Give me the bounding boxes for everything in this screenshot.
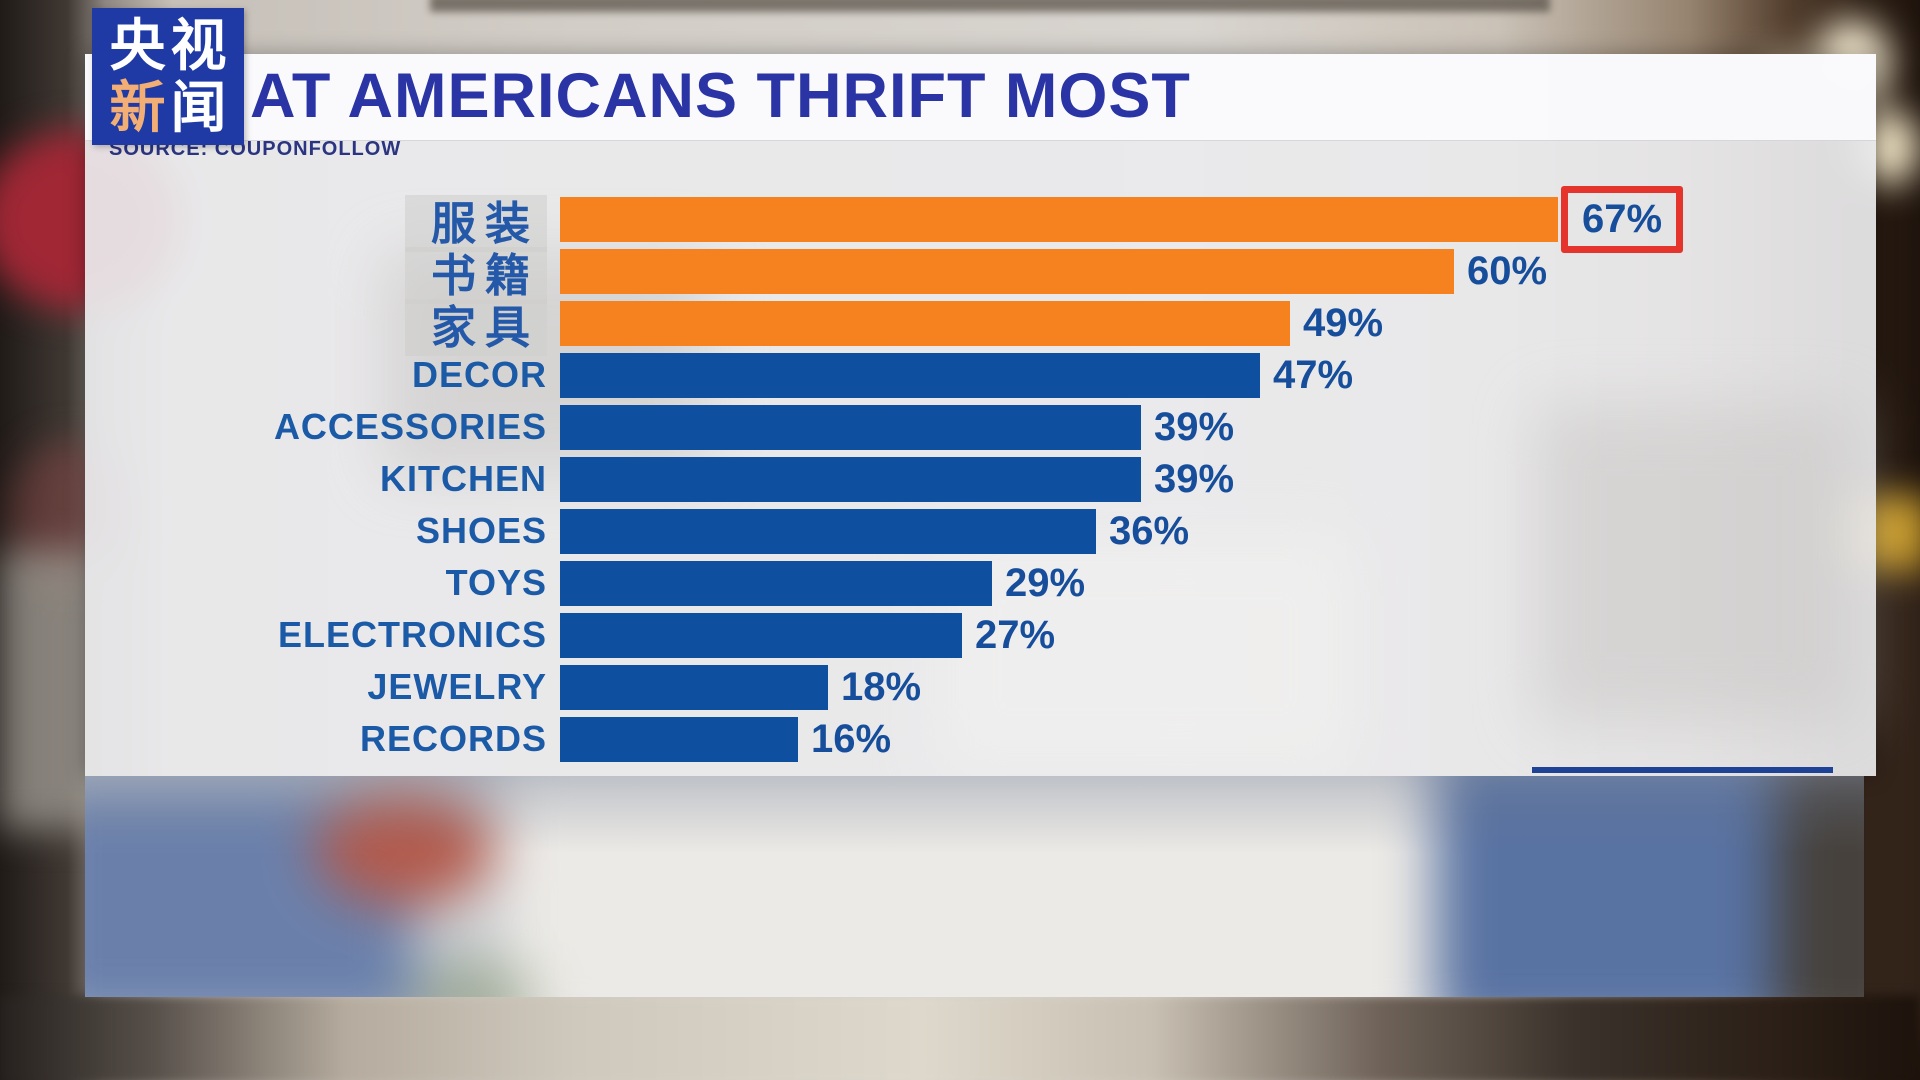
- value-label: 47%: [1273, 353, 1354, 397]
- banner-blob-red: [315, 786, 495, 906]
- value-label: 39%: [1154, 405, 1235, 449]
- bar: [560, 196, 1558, 242]
- chart-panel: AT AMERICANS THRIFT MOST SOURCE: COUPONF…: [85, 54, 1876, 776]
- bar: [560, 664, 828, 710]
- bg-ceiling-beam: [430, 0, 1550, 12]
- bar-track: 60%: [560, 248, 1868, 294]
- logo-text-xin: 新: [109, 75, 171, 139]
- bar: [560, 456, 1141, 502]
- banner-shade: [85, 776, 1864, 997]
- bar-track: 47%: [560, 352, 1868, 398]
- chart-row: KITCHEN 39%: [100, 453, 1868, 505]
- chart-title: AT AMERICANS THRIFT MOST: [250, 61, 1191, 131]
- chart-row: 书籍 60%: [100, 245, 1868, 304]
- category-text: ACCESSORIES: [273, 406, 547, 447]
- category-label: SHOES: [100, 510, 560, 552]
- bg-floor-strip: [0, 995, 1920, 1080]
- banner-blob-blue-right: [1435, 776, 1835, 997]
- value-label: 16%: [811, 717, 892, 761]
- category-label: JEWELRY: [100, 666, 560, 708]
- value-label: 49%: [1303, 301, 1384, 345]
- bar-track: 29%: [560, 560, 1868, 606]
- logo-text-yangshi: 央视: [109, 13, 232, 77]
- chart-row: DECOR 47%: [100, 349, 1868, 401]
- chart-row: 服装 67%: [100, 185, 1868, 253]
- category-text: SHOES: [415, 510, 547, 551]
- bar: [560, 560, 992, 606]
- value-label: 39%: [1154, 457, 1235, 501]
- bar-chart: 服装 67% 书籍 60% 家具 49% DECOR 47% ACCESSORI…: [100, 185, 1868, 765]
- category-label: 家具: [100, 291, 560, 356]
- category-label: ACCESSORIES: [100, 406, 560, 448]
- bar-track: 36%: [560, 508, 1868, 554]
- category-text: TOYS: [445, 562, 547, 603]
- bar-track: 67%: [560, 185, 1868, 253]
- category-text: 服装: [404, 194, 547, 252]
- bar-track: 27%: [560, 612, 1868, 658]
- bar-track: 16%: [560, 716, 1868, 762]
- value-label: 67%: [1561, 185, 1684, 253]
- category-label: 服装: [100, 187, 560, 252]
- logo-text-wen: 闻: [170, 75, 232, 139]
- title-bar: AT AMERICANS THRIFT MOST: [85, 54, 1876, 141]
- category-text: RECORDS: [359, 718, 547, 759]
- value-label: 36%: [1109, 509, 1190, 553]
- bar-track: 39%: [560, 456, 1868, 502]
- value-label: 27%: [975, 613, 1056, 657]
- chart-row: 家具 49%: [100, 297, 1868, 356]
- bar-track: 18%: [560, 664, 1868, 710]
- banner-blob-dark-right: [1775, 776, 1864, 997]
- banner-blob-light-center: [505, 776, 1455, 997]
- bar: [560, 300, 1290, 346]
- chart-row: RECORDS 16%: [100, 713, 1868, 765]
- category-label: KITCHEN: [100, 458, 560, 500]
- bar: [560, 248, 1454, 294]
- value-label: 29%: [1005, 561, 1086, 605]
- logo-line-2: 新闻: [109, 75, 232, 139]
- cctv-news-logo: 央视 新闻: [92, 8, 244, 145]
- value-label: 18%: [841, 665, 922, 709]
- bar: [560, 352, 1260, 398]
- bar: [560, 404, 1141, 450]
- category-label: DECOR: [100, 354, 560, 396]
- category-text: JEWELRY: [367, 666, 547, 707]
- category-text: 书籍: [404, 246, 547, 304]
- bar-track: 49%: [560, 300, 1868, 346]
- chart-row: JEWELRY 18%: [100, 661, 1868, 713]
- banner-blob-layer: [85, 776, 1864, 997]
- chart-row: SHOES 36%: [100, 505, 1868, 557]
- category-text: 家具: [404, 298, 547, 356]
- category-label: 书籍: [100, 239, 560, 304]
- chart-row: TOYS 29%: [100, 557, 1868, 609]
- category-label: TOYS: [100, 562, 560, 604]
- category-text: ELECTRONICS: [277, 614, 547, 655]
- bar-track: 39%: [560, 404, 1868, 450]
- bar: [560, 716, 798, 762]
- category-text: DECOR: [411, 354, 547, 395]
- bar: [560, 508, 1096, 554]
- category-label: RECORDS: [100, 718, 560, 760]
- banner-blue-line: [1532, 767, 1833, 773]
- chart-row: ACCESSORIES 39%: [100, 401, 1868, 453]
- value-label: 60%: [1467, 249, 1548, 293]
- logo-line-1: 央视: [109, 13, 232, 77]
- blurred-lower-third: [85, 776, 1864, 997]
- category-text: KITCHEN: [380, 458, 547, 499]
- bar: [560, 612, 962, 658]
- category-label: ELECTRONICS: [100, 614, 560, 656]
- chart-row: ELECTRONICS 27%: [100, 609, 1868, 661]
